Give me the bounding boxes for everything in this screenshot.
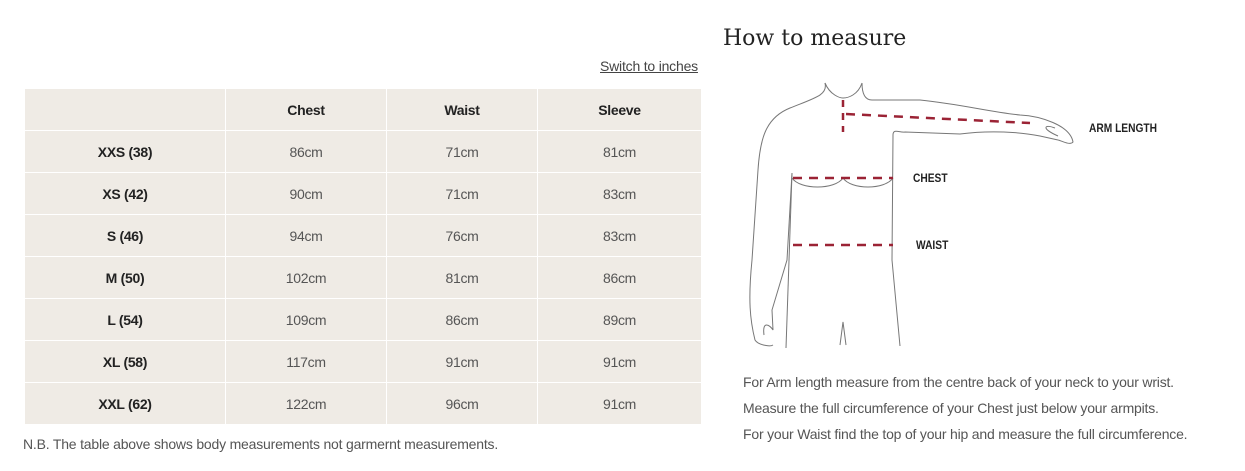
header-waist: Waist xyxy=(386,88,538,131)
cell-chest: 86cm xyxy=(225,130,387,173)
cell-size: XXS (38) xyxy=(24,130,226,173)
cell-waist: 71cm xyxy=(386,172,538,215)
cell-chest: 109cm xyxy=(225,298,387,341)
cell-chest: 102cm xyxy=(225,256,387,299)
waist-instruction: For your Waist find the top of your hip … xyxy=(743,426,1188,442)
measurement-note: N.B. The table above shows body measurem… xyxy=(23,436,499,452)
table-row: S (46) 94cm 76cm 83cm xyxy=(24,214,702,257)
cell-sleeve: 86cm xyxy=(537,256,702,299)
cell-waist: 91cm xyxy=(386,340,538,383)
cell-waist: 86cm xyxy=(386,298,538,341)
table-header-row: Chest Waist Sleeve xyxy=(24,88,702,131)
arm-instruction: For Arm length measure from the centre b… xyxy=(743,374,1174,390)
cell-chest: 94cm xyxy=(225,214,387,257)
waist-label: WAIST xyxy=(916,238,949,252)
cell-waist: 96cm xyxy=(386,382,538,425)
cell-size: S (46) xyxy=(24,214,226,257)
cell-sleeve: 91cm xyxy=(537,340,702,383)
size-table: Chest Waist Sleeve XXS (38) 86cm 71cm 81cm X… xyxy=(24,88,702,425)
cell-sleeve: 83cm xyxy=(537,214,702,257)
table-row: L (54) 109cm 86cm 89cm xyxy=(24,298,702,341)
chest-instruction: Measure the full circumference of your C… xyxy=(743,400,1159,416)
cell-size: M (50) xyxy=(24,256,226,299)
cell-size: XXL (62) xyxy=(24,382,226,425)
cell-chest: 117cm xyxy=(225,340,387,383)
cell-sleeve: 83cm xyxy=(537,172,702,215)
table-row: XXS (38) 86cm 71cm 81cm xyxy=(24,130,702,173)
cell-sleeve: 91cm xyxy=(537,382,702,425)
cell-waist: 71cm xyxy=(386,130,538,173)
measurement-dashes xyxy=(793,100,1031,247)
switch-to-inches-link[interactable]: Switch to inches xyxy=(600,58,698,74)
chest-label: CHEST xyxy=(913,171,948,185)
cell-chest: 90cm xyxy=(225,172,387,215)
header-chest: Chest xyxy=(225,88,387,131)
cell-size: XS (42) xyxy=(24,172,226,215)
table-row: XS (42) 90cm 71cm 83cm xyxy=(24,172,702,215)
arm-length-label: ARM LENGTH xyxy=(1089,121,1157,135)
how-to-measure-title: How to measure xyxy=(723,26,907,51)
table-row: XXL (62) 122cm 96cm 91cm xyxy=(24,382,702,425)
arm-length-dash xyxy=(845,112,1031,125)
body-outline xyxy=(749,82,1074,349)
table-row: M (50) 102cm 81cm 86cm xyxy=(24,256,702,299)
